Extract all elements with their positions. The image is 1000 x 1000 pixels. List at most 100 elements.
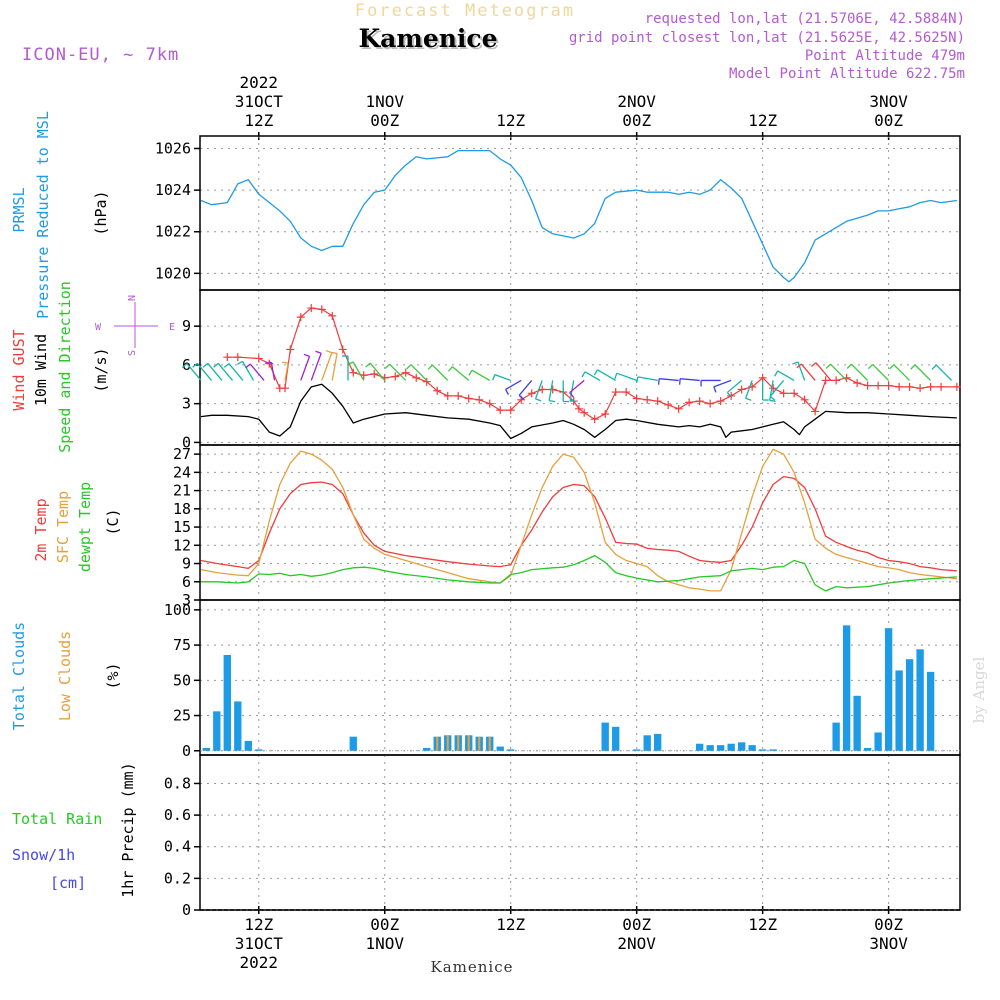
wind-barb-flag [581, 371, 586, 378]
y-tick-label: 3 [182, 591, 191, 609]
wind-barb-shaft [518, 379, 533, 396]
gust-marker [800, 395, 809, 404]
wind-barb-flag [518, 394, 525, 400]
time-label: 2NOV [617, 934, 656, 953]
gust-marker [952, 382, 961, 391]
compass-w: W [95, 322, 102, 333]
gust-marker [506, 406, 515, 415]
gust-marker [653, 397, 662, 406]
gust-marker [716, 397, 725, 406]
gust-marker [884, 381, 893, 390]
total-clouds-bar [255, 749, 263, 751]
y-tick-label: 12 [173, 536, 191, 554]
wind-barb-shaft [431, 364, 449, 381]
wind-barb-shaft [410, 364, 428, 381]
time-label: 2022 [240, 73, 279, 92]
low-clouds-bar [446, 735, 449, 751]
wind-barb-shaft [300, 356, 311, 381]
total-clouds-bar [601, 722, 609, 751]
wind-barb-flag [181, 363, 188, 368]
wind-barb-shaft [494, 374, 511, 382]
wind-barb-shaft [352, 361, 365, 381]
gust-marker [328, 311, 337, 320]
wind-barb-shaft [548, 380, 554, 401]
time-label: 00Z [622, 915, 651, 934]
wind-barb-flag [245, 363, 251, 369]
gust-marker [863, 381, 872, 390]
total-clouds-bar [748, 745, 756, 751]
y-tick-label: 25 [173, 707, 191, 725]
total-clouds-bar [213, 711, 221, 751]
y-tick-label: 21 [173, 482, 191, 500]
panels-layer: 1020102210241026036936912151821242702550… [155, 135, 961, 919]
wind-barb-shaft [284, 363, 289, 381]
gust-marker [454, 391, 463, 400]
wind-barb-flag [406, 364, 412, 370]
gust-marker [254, 354, 263, 363]
time-label: 00Z [874, 111, 903, 130]
wind-barb-shaft [797, 361, 806, 381]
total-clouds-bar [926, 671, 935, 751]
gust-marker [223, 353, 232, 362]
gust-marker [916, 384, 925, 393]
wind-barb-flag [282, 361, 289, 364]
wind-barb-flag [931, 364, 937, 370]
gust-marker [779, 389, 788, 398]
footer-location: Kamenice [431, 958, 514, 976]
total-clouds-bar [507, 749, 515, 751]
total-clouds-bar [895, 670, 903, 751]
location-title: Kamenice [358, 24, 497, 53]
wind-barb-flag [549, 399, 556, 403]
low-clouds-bar [467, 735, 470, 751]
panel-pressure: 1020 1022 1024 1026 [155, 135, 961, 291]
y-tick-label: 6 [182, 356, 191, 374]
gust-line [227, 307, 957, 420]
compass-icon: N S W E [95, 295, 175, 356]
wind-barb-shaft [451, 366, 470, 381]
gust-marker [622, 388, 631, 397]
gust-marker [338, 345, 347, 354]
snow-label: Snow/1h [12, 846, 75, 864]
gust-label: Wind GUST [10, 329, 28, 410]
gust-marker [727, 391, 736, 400]
gust-marker [475, 395, 484, 404]
gust-marker [895, 382, 904, 391]
wind-barb-shaft [935, 364, 953, 381]
grid-point-coords: grid point closest lon,lat (21.5625E, 42… [569, 30, 965, 46]
wind-barb-shaft [389, 363, 407, 381]
total-clouds-bar [758, 749, 767, 751]
total-clouds-bar [832, 722, 840, 751]
y-tick-label: 0.4 [164, 838, 191, 856]
gust-marker [433, 386, 442, 395]
gust-marker [832, 376, 841, 385]
total-clouds-bar [916, 649, 924, 751]
wind-barb-flag [745, 397, 752, 401]
dewpoint-line [201, 554, 957, 592]
time-label: 1NOV [365, 934, 404, 953]
gust-marker [548, 385, 557, 394]
wind-barb-flag [713, 386, 717, 393]
gust-marker [401, 368, 410, 377]
time-label: 31OCT [235, 934, 284, 953]
wind-barb-shaft [850, 363, 869, 381]
total-clouds-bar [612, 726, 620, 751]
total-clouds-bar [496, 746, 504, 751]
y-tick-label: 0 [182, 742, 191, 760]
total-clouds-bar [633, 749, 641, 751]
sfc-temp-line [200, 448, 957, 592]
wind-barb-shaft [872, 363, 890, 381]
gust-marker [643, 395, 652, 404]
y-tick-label: 18 [173, 500, 191, 518]
y-tick-label: 15 [173, 518, 191, 536]
temp-line [200, 475, 957, 572]
sfc-temp-label: SFC Temp [54, 491, 72, 563]
wind-barb-shaft [270, 362, 276, 381]
low-clouds-bar [478, 736, 481, 751]
gust-marker [412, 373, 421, 382]
time-label: 12Z [244, 915, 273, 934]
total-clouds-bar [202, 747, 210, 751]
wind-barb-shaft [829, 363, 848, 381]
wind-unit: (m/s) [92, 347, 110, 392]
wind-barb-flag [910, 364, 916, 370]
